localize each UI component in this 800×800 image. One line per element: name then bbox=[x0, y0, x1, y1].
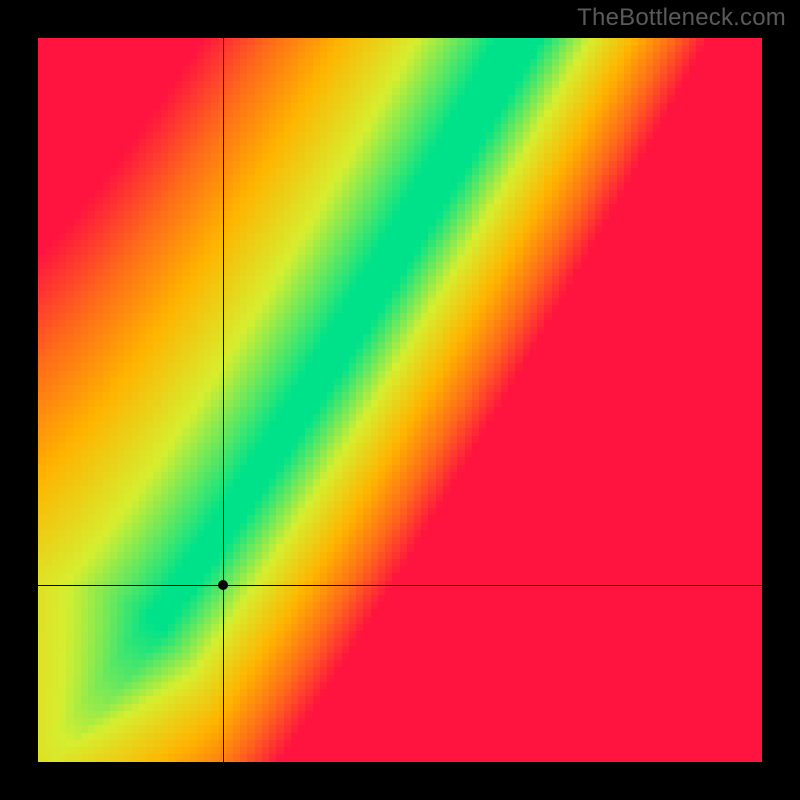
watermark-text: TheBottleneck.com bbox=[577, 4, 786, 32]
crosshair-horizontal bbox=[38, 585, 762, 586]
bottleneck-heatmap-container: TheBottleneck.com bbox=[0, 0, 800, 800]
heatmap-plot-area bbox=[38, 38, 762, 762]
crosshair-vertical bbox=[223, 38, 224, 762]
heatmap-canvas bbox=[38, 38, 762, 762]
selection-marker bbox=[218, 580, 228, 590]
